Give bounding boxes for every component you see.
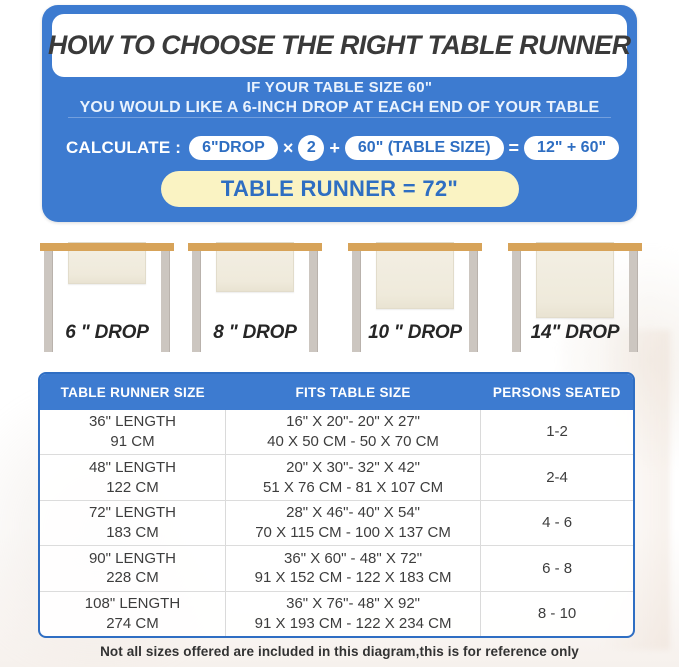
plus-sign: + bbox=[329, 137, 340, 158]
runner-graphic bbox=[536, 242, 614, 318]
fits-size-inches: 36" X 60" - 48" X 72" bbox=[284, 549, 423, 567]
fits-size-inches: 36" X 76"- 48" X 92" bbox=[286, 595, 420, 613]
table-leg bbox=[44, 251, 53, 352]
runner-size-cm: 183 CM bbox=[106, 524, 159, 542]
runner-size-inches: 72" LENGTH bbox=[88, 504, 176, 522]
tabletop-graphic bbox=[348, 243, 482, 251]
runner-size-cell: 108" LENGTH 274 CM bbox=[40, 594, 225, 634]
banner-panel: HOW TO CHOOSE THE RIGHT TABLE RUNNER IF … bbox=[42, 5, 637, 222]
drop-label: 6 " DROP bbox=[65, 322, 149, 343]
table-header-row: TABLE RUNNER SIZE FITS TABLE SIZE PERSON… bbox=[40, 374, 633, 410]
title-box: HOW TO CHOOSE THE RIGHT TABLE RUNNER bbox=[48, 14, 631, 77]
fits-size-cm: 91 X 152 CM - 122 X 183 CM bbox=[254, 569, 452, 587]
tabletop-graphic bbox=[40, 243, 174, 251]
fits-size-cell: 36" X 60" - 48" X 72" 91 X 152 CM - 122 … bbox=[224, 546, 482, 591]
runner-size-cell: 48" LENGTH 122 CM bbox=[40, 458, 225, 498]
runner-graphic bbox=[376, 242, 454, 309]
multiplier-circle: 2 bbox=[298, 135, 325, 161]
fits-size-cm: 51 X 76 CM - 81 X 107 CM bbox=[263, 478, 444, 496]
table-leg bbox=[192, 251, 201, 352]
fits-size-cm: 91 X 193 CM - 122 X 234 CM bbox=[254, 614, 452, 632]
table-row: 72" LENGTH 183 CM 28" X 46"- 40" X 54" 7… bbox=[40, 499, 633, 546]
persons-seated-cell: 6 - 8 bbox=[542, 559, 573, 577]
drop-label: 10 " DROP bbox=[368, 322, 462, 343]
runner-size-inches: 108" LENGTH bbox=[84, 595, 181, 613]
runner-size-cm: 228 CM bbox=[106, 569, 159, 587]
persons-seated-cell: 1-2 bbox=[546, 423, 568, 441]
column-header-persons-seated: PERSONS SEATED bbox=[492, 384, 621, 400]
fits-size-inches: 16" X 20"- 20" X 27" bbox=[286, 413, 420, 431]
persons-seated-cell: 4 - 6 bbox=[542, 514, 573, 532]
column-header-runner-size: TABLE RUNNER SIZE bbox=[60, 384, 205, 400]
fits-size-cm: 40 X 50 CM - 50 X 70 CM bbox=[267, 433, 439, 451]
sum-pill: 12" + 60" bbox=[524, 136, 620, 160]
page-title: HOW TO CHOOSE THE RIGHT TABLE RUNNER bbox=[48, 30, 631, 60]
table-figure-6-drop: 6 " DROP bbox=[40, 242, 174, 357]
table-row: 108" LENGTH 274 CM 36" X 76"- 48" X 92" … bbox=[40, 590, 633, 636]
fits-size-inches: 28" X 46"- 40" X 54" bbox=[286, 504, 420, 522]
runner-size-inches: 48" LENGTH bbox=[88, 458, 176, 476]
size-reference-table: TABLE RUNNER SIZE FITS TABLE SIZE PERSON… bbox=[38, 372, 635, 638]
subtitle-line-2: YOU WOULD LIKE A 6-INCH DROP AT EACH END… bbox=[79, 99, 600, 116]
table-leg bbox=[309, 251, 318, 352]
table-figure-8-drop: 8 " DROP bbox=[188, 242, 322, 357]
tabletop-graphic bbox=[508, 243, 642, 251]
table-figure-14-drop: 14" DROP bbox=[508, 242, 642, 357]
runner-size-cm: 122 CM bbox=[106, 478, 159, 496]
persons-seated-cell: 2-4 bbox=[546, 468, 568, 486]
drop-label: 8 " DROP bbox=[213, 322, 297, 343]
table-leg bbox=[161, 251, 170, 352]
runner-size-cell: 72" LENGTH 183 CM bbox=[40, 503, 225, 543]
result-row: TABLE RUNNER = 72" bbox=[42, 171, 637, 207]
fits-size-cell: 16" X 20"- 20" X 27" 40 X 50 CM - 50 X 7… bbox=[224, 410, 482, 455]
table-body: 36" LENGTH 91 CM 16" X 20"- 20" X 27" 40… bbox=[40, 410, 633, 636]
runner-size-cm: 91 CM bbox=[110, 433, 155, 451]
table-leg bbox=[469, 251, 478, 352]
tabletop-graphic bbox=[188, 243, 322, 251]
subtitle-line-1: IF YOUR TABLE SIZE 60" bbox=[246, 79, 433, 96]
table-figure-10-drop: 10 " DROP bbox=[348, 242, 482, 357]
runner-size-cell: 36" LENGTH 91 CM bbox=[40, 412, 225, 452]
column-header-fits-table-size: FITS TABLE SIZE bbox=[295, 384, 411, 400]
runner-size-inches: 36" LENGTH bbox=[88, 413, 176, 431]
banner-divider bbox=[68, 117, 611, 118]
runner-size-inches: 90" LENGTH bbox=[88, 549, 176, 567]
table-runner-result-pill: TABLE RUNNER = 72" bbox=[160, 171, 519, 207]
equals-sign: = bbox=[508, 137, 520, 158]
calculate-formula-row: CALCULATE : 6"DROP × 2 + 60" (TABLE SIZE… bbox=[52, 132, 633, 164]
fits-size-inches: 20" X 30"- 32" X 42" bbox=[286, 458, 420, 476]
runner-size-cell: 90" LENGTH 228 CM bbox=[40, 549, 225, 589]
table-row: 48" LENGTH 122 CM 20" X 30"- 32" X 42" 5… bbox=[40, 454, 633, 500]
multiply-sign: × bbox=[282, 137, 294, 158]
table-row: 90" LENGTH 228 CM 36" X 60" - 48" X 72" … bbox=[40, 545, 633, 591]
fits-size-cell: 36" X 76"- 48" X 92" 91 X 193 CM - 122 X… bbox=[224, 591, 482, 636]
disclaimer-note: Not all sizes offered are included in th… bbox=[100, 644, 579, 659]
table-row: 36" LENGTH 91 CM 16" X 20"- 20" X 27" 40… bbox=[40, 410, 633, 455]
fits-size-cm: 70 X 115 CM - 100 X 137 CM bbox=[255, 524, 451, 542]
fits-size-cell: 28" X 46"- 40" X 54" 70 X 115 CM - 100 X… bbox=[224, 500, 482, 546]
runner-size-cm: 274 CM bbox=[106, 614, 159, 632]
drop-label: 14" DROP bbox=[530, 322, 620, 343]
table-leg bbox=[512, 251, 521, 352]
fits-size-cell: 20" X 30"- 32" X 42" 51 X 76 CM - 81 X 1… bbox=[224, 455, 482, 500]
calculate-label: CALCULATE : bbox=[65, 138, 182, 157]
table-leg bbox=[352, 251, 361, 352]
table-leg bbox=[629, 251, 638, 352]
persons-seated-cell: 8 - 10 bbox=[537, 604, 577, 622]
drop-value-pill: 6"DROP bbox=[189, 136, 278, 160]
table-size-pill: 60" (TABLE SIZE) bbox=[344, 136, 504, 160]
